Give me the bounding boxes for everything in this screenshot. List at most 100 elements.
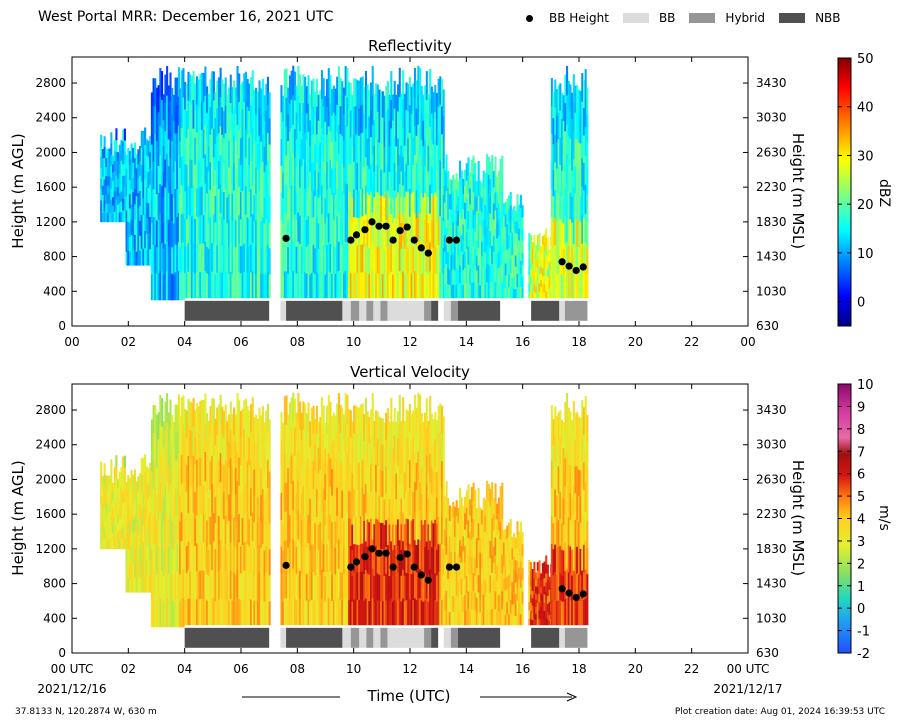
radar-cell: [195, 459, 199, 488]
radar-cell: [177, 154, 180, 184]
radar-cell: [106, 167, 110, 177]
radar-cell: [155, 167, 159, 195]
radar-cell: [236, 270, 239, 301]
radar-cell: [342, 520, 346, 548]
radar-cell: [204, 393, 207, 423]
radar-cell: [331, 547, 334, 575]
radar-cell: [538, 291, 541, 301]
radar-cell: [538, 258, 541, 267]
radar-cell: [261, 78, 264, 107]
radar-cell: [331, 247, 334, 274]
radar-cell: [435, 575, 438, 602]
radar-cell: [460, 513, 463, 531]
radar-cell: [233, 434, 236, 463]
radar-cell: [312, 217, 315, 245]
radar-cell: [122, 468, 125, 480]
radar-cell: [536, 251, 539, 260]
radar-cell: [115, 151, 118, 164]
radar-cell: [103, 146, 106, 158]
radar-cell: [106, 212, 110, 223]
radar-cell: [552, 221, 555, 249]
radar-cell: [123, 455, 126, 468]
radar-cell: [332, 139, 335, 167]
radar-cell: [260, 415, 263, 443]
radar-cell: [322, 460, 325, 489]
radar-cell: [557, 219, 560, 247]
radar-cell: [576, 246, 579, 274]
radar-cell: [579, 143, 582, 170]
radar-cell: [182, 155, 185, 185]
radar-cell: [103, 211, 106, 223]
radar-cell: [480, 568, 484, 584]
radar-cell: [256, 91, 259, 119]
radar-cell: [110, 143, 113, 155]
radar-cell: [234, 114, 237, 141]
radar-cell: [332, 546, 335, 574]
radar-cell: [167, 600, 170, 628]
radar-cell: [516, 613, 519, 628]
radar-cell: [331, 141, 334, 169]
radar-cell: [177, 212, 180, 243]
radar-cell: [378, 221, 381, 248]
radar-cell: [489, 488, 492, 507]
radar-cell: [560, 92, 564, 119]
radar-cell: [310, 407, 313, 436]
x-tick-label: 06: [233, 662, 248, 676]
radar-cell: [465, 214, 468, 232]
radar-cell: [341, 435, 344, 464]
radar-cell: [353, 189, 356, 218]
radar-cell: [403, 93, 406, 120]
radar-cell: [519, 521, 522, 536]
radar-cell: [341, 544, 344, 573]
radar-cell: [226, 197, 229, 224]
radar-cell: [569, 165, 572, 193]
radar-cell: [358, 489, 361, 518]
radar-cell: [560, 471, 564, 498]
radar-cell: [422, 94, 425, 121]
radar-cell: [531, 270, 534, 279]
y-tick-label: 1600: [35, 180, 66, 194]
radar-cell: [562, 274, 565, 301]
radar-cell: [202, 186, 205, 216]
x-tick-label: 14: [459, 662, 474, 676]
radar-cell: [288, 402, 291, 431]
radar-cell: [299, 130, 302, 160]
radar-cell: [312, 544, 315, 572]
radar-cell: [256, 273, 259, 301]
radar-cell: [295, 192, 298, 220]
radar-cell: [491, 608, 494, 628]
radar-cell: [339, 460, 342, 489]
radar-cell: [250, 543, 253, 572]
radar-cell: [299, 570, 302, 600]
radar-cell: [292, 451, 295, 481]
radar-cell: [190, 103, 193, 133]
radar-cell: [239, 137, 242, 166]
radar-cell: [204, 597, 207, 628]
radar-cell: [529, 267, 533, 276]
radar-cell: [211, 569, 214, 599]
radar-cell: [424, 219, 427, 247]
radar-cell: [499, 159, 502, 177]
radar-cell: [127, 577, 130, 593]
radar-cell: [179, 468, 182, 496]
radar-cell: [528, 258, 531, 267]
radar-cell: [177, 183, 180, 213]
radar-cell: [470, 159, 473, 178]
radar-cell: [574, 573, 577, 601]
radar-cell: [305, 493, 308, 521]
radar-cell: [408, 431, 411, 461]
radar-cell: [195, 216, 199, 245]
radar-cell: [197, 544, 200, 573]
radar-cell: [519, 221, 522, 235]
radar-cell: [455, 268, 458, 285]
radar-cell: [581, 214, 584, 244]
velocity-title: Vertical Velocity: [350, 363, 470, 381]
radar-cell: [185, 218, 188, 247]
radar-cell: [412, 572, 415, 601]
radar-cell: [443, 610, 446, 628]
radar-cell: [358, 544, 361, 573]
radar-cell: [366, 273, 369, 301]
bb-height-point: [579, 263, 587, 271]
radar-cell: [329, 514, 332, 543]
radar-cell: [489, 609, 492, 628]
